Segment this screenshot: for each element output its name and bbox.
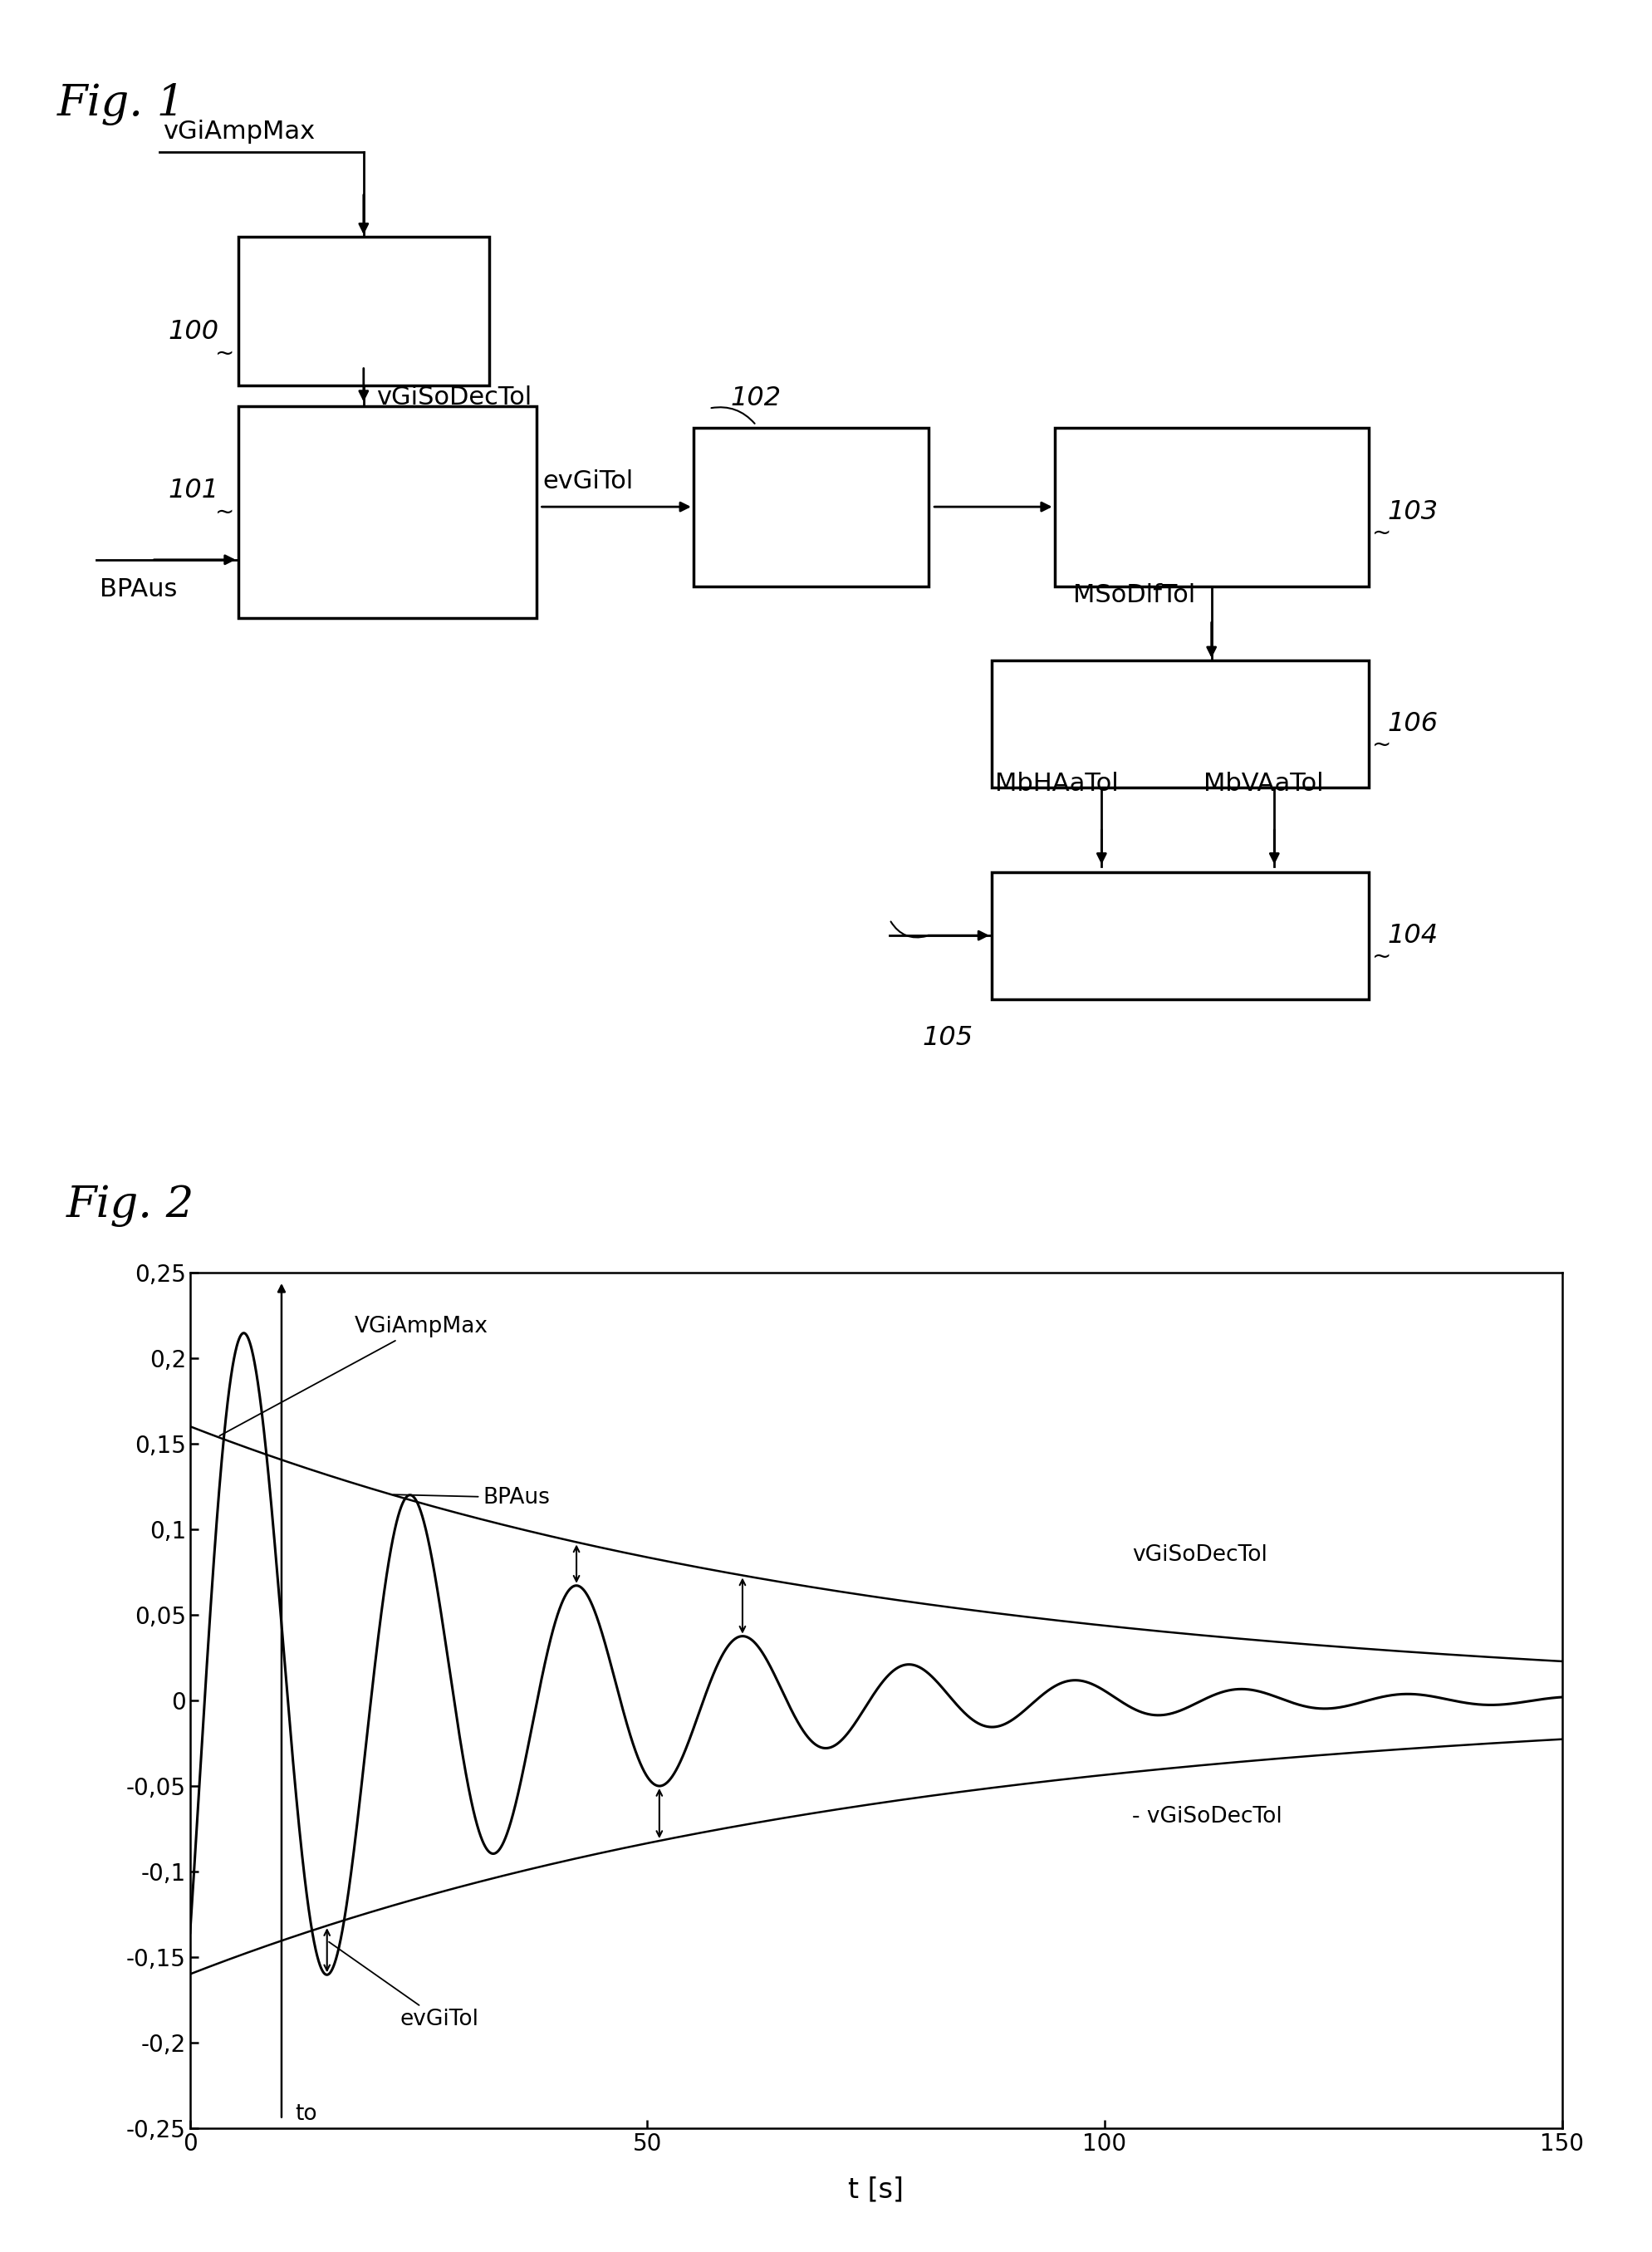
FancyBboxPatch shape: [991, 872, 1368, 1000]
Text: Fig. 1: Fig. 1: [58, 83, 185, 126]
Text: BPAus: BPAus: [99, 579, 177, 601]
X-axis label: t [s]: t [s]: [847, 2175, 904, 2205]
Text: ~: ~: [1371, 522, 1391, 545]
FancyBboxPatch shape: [1054, 428, 1368, 586]
Text: 104: 104: [1386, 923, 1437, 948]
Text: vGiAmpMax: vGiAmpMax: [162, 119, 314, 144]
Text: ~: ~: [215, 500, 235, 525]
Text: evGiTol: evGiTol: [542, 468, 633, 493]
Text: ~: ~: [1371, 946, 1391, 968]
Text: 101: 101: [169, 477, 220, 504]
Text: evGiTol: evGiTol: [329, 1941, 479, 2031]
Text: MSoDifTol: MSoDifTol: [1072, 583, 1194, 608]
Text: ~: ~: [1371, 734, 1391, 757]
Text: vGiSoDecTol: vGiSoDecTol: [377, 385, 532, 410]
FancyBboxPatch shape: [694, 428, 928, 586]
Text: 103: 103: [1386, 500, 1437, 525]
Text: MbHAaTol: MbHAaTol: [995, 772, 1118, 795]
FancyBboxPatch shape: [238, 236, 489, 385]
Text: BPAus: BPAus: [393, 1486, 550, 1509]
Text: 105: 105: [922, 1025, 973, 1052]
FancyBboxPatch shape: [991, 660, 1368, 788]
Text: to: to: [296, 2103, 317, 2124]
Text: vGiSoDecTol: vGiSoDecTol: [1132, 1545, 1267, 1565]
Text: VGiAmpMax: VGiAmpMax: [220, 1315, 489, 1437]
Text: 100: 100: [169, 320, 220, 345]
FancyBboxPatch shape: [238, 405, 535, 617]
Text: 106: 106: [1386, 712, 1437, 736]
Text: 102: 102: [730, 385, 781, 412]
Text: Fig. 2: Fig. 2: [66, 1185, 195, 1227]
Text: MbVAaTol: MbVAaTol: [1203, 772, 1323, 795]
Text: ~: ~: [215, 342, 235, 365]
Text: - vGiSoDecTol: - vGiSoDecTol: [1132, 1806, 1282, 1826]
